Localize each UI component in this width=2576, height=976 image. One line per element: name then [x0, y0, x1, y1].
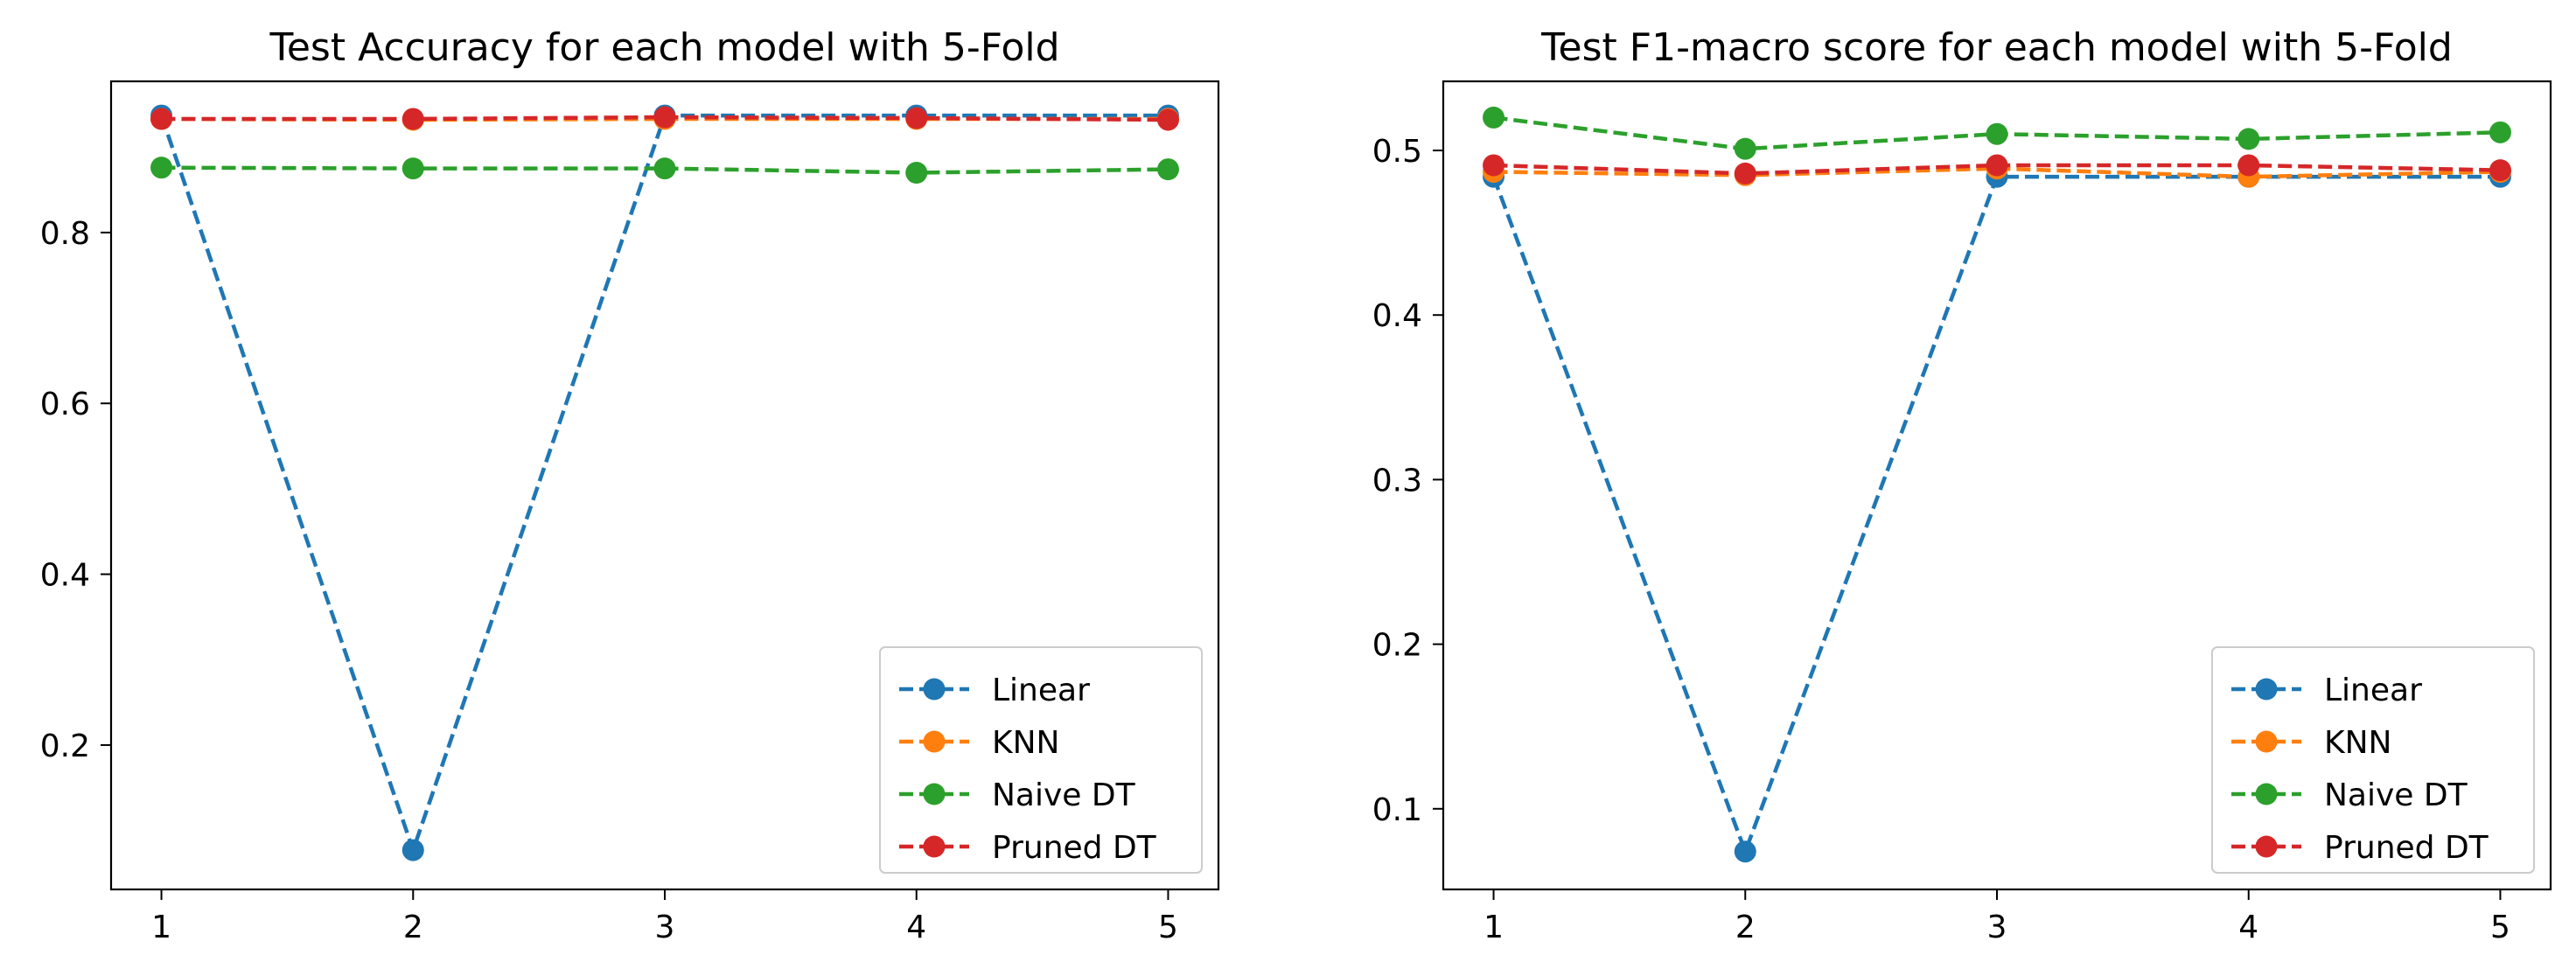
x-tick-label: 1 [151, 910, 171, 945]
chart-title: Test Accuracy for each model with 5-Fold [269, 25, 1059, 70]
x-tick-label: 4 [906, 910, 926, 945]
data-point-pruned-dt [150, 108, 173, 130]
data-point-naive-dt [401, 157, 424, 180]
y-tick-label: 0.6 [40, 387, 90, 422]
legend-marker-pruned-dt [923, 835, 946, 858]
data-point-linear [1734, 840, 1756, 863]
data-point-naive-dt [1156, 158, 1179, 181]
legend-label-naive-dt: Naive DT [2324, 777, 2468, 813]
chart-accuracy: Test Accuracy for each model with 5-Fold… [40, 25, 1220, 945]
data-point-pruned-dt [2489, 159, 2511, 182]
data-point-pruned-dt [401, 108, 424, 130]
data-point-pruned-dt [1483, 154, 1505, 177]
data-point-linear [401, 839, 424, 861]
legend-label-pruned-dt: Pruned DT [992, 830, 1157, 866]
data-point-pruned-dt [1156, 108, 1179, 131]
data-point-pruned-dt [2237, 154, 2260, 177]
x-tick-label: 4 [2238, 910, 2258, 945]
legend-marker-naive-dt [923, 783, 946, 805]
x-tick-label: 1 [1483, 910, 1504, 945]
data-point-pruned-dt [905, 107, 928, 129]
x-tick-label: 3 [1987, 910, 2007, 945]
x-tick-label: 5 [2490, 910, 2510, 945]
y-tick-label: 0.5 [1372, 134, 1422, 170]
legend-label-pruned-dt: Pruned DT [2324, 830, 2489, 866]
legend-marker-naive-dt [2255, 783, 2278, 805]
y-tick-label: 0.3 [1372, 463, 1422, 498]
data-point-naive-dt [653, 157, 676, 180]
legend-label-knn: KNN [992, 725, 1059, 761]
x-tick-label: 2 [1735, 910, 1756, 945]
x-tick-label: 3 [655, 910, 675, 945]
x-tick-label: 2 [403, 910, 423, 945]
legend-label-linear: Linear [2324, 673, 2422, 708]
data-point-naive-dt [150, 157, 173, 179]
legend-box [879, 646, 1203, 874]
y-tick-label: 0.1 [1372, 792, 1422, 828]
legend-marker-knn [923, 730, 946, 753]
data-point-pruned-dt [1734, 162, 1756, 185]
data-point-pruned-dt [1986, 154, 2008, 177]
legend-marker-knn [2255, 730, 2278, 753]
legend-box [2211, 646, 2535, 874]
data-point-pruned-dt [653, 106, 676, 129]
data-point-naive-dt [2237, 128, 2260, 150]
legend-marker-linear [923, 678, 946, 701]
y-tick-label: 0.4 [40, 558, 90, 594]
legend-label-naive-dt: Naive DT [992, 777, 1136, 813]
x-tick-label: 5 [1158, 910, 1178, 945]
legend-marker-linear [2255, 678, 2278, 701]
legend-marker-pruned-dt [2255, 835, 2278, 858]
data-point-naive-dt [1734, 137, 1756, 160]
chart-title: Test F1-macro score for each model with … [1540, 25, 2453, 70]
chart-f1-macro: Test F1-macro score for each model with … [1372, 25, 2552, 945]
y-tick-label: 0.8 [40, 216, 90, 252]
y-tick-label: 0.2 [40, 729, 90, 764]
data-point-naive-dt [1483, 106, 1505, 129]
y-tick-label: 0.4 [1372, 298, 1422, 334]
y-tick-label: 0.2 [1372, 628, 1422, 664]
legend-label-knn: KNN [2324, 725, 2391, 761]
data-point-naive-dt [2489, 121, 2511, 143]
legend-label-linear: Linear [992, 673, 1090, 708]
data-point-naive-dt [905, 162, 928, 185]
data-point-naive-dt [1986, 122, 2008, 145]
